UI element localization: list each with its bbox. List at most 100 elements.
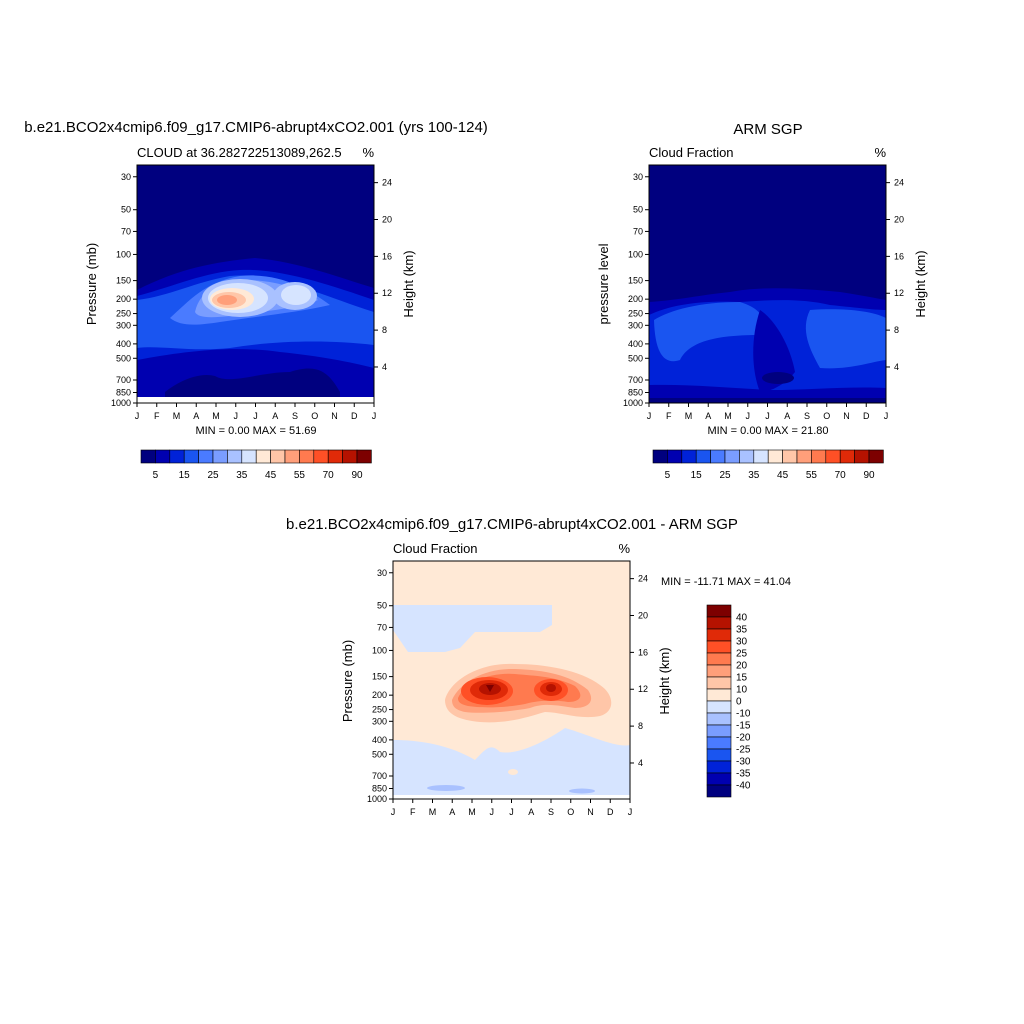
x-tick-label: F [410, 807, 416, 817]
colorbar-box [839, 449, 855, 464]
x-tick-label: S [804, 411, 810, 421]
y-tick-label: 150 [372, 672, 387, 682]
colorbar-box [706, 676, 732, 690]
x-tick-label: J [647, 411, 652, 421]
panel-model-field [137, 165, 374, 403]
panel-diff-y-axis-right: 24 20 16 12 8 4 [630, 574, 648, 768]
colorbar-label: -20 [736, 733, 751, 744]
colorbar-box [706, 604, 732, 618]
x-tick-label: J [372, 411, 377, 421]
y-tick-label: 150 [116, 276, 131, 286]
y-tick-label: 30 [633, 172, 643, 182]
y-right-tick-label: 16 [894, 251, 904, 261]
colorbar-box [342, 449, 358, 464]
colorbar-box [782, 449, 798, 464]
x-tick-label: M [724, 411, 732, 421]
x-tick-label: N [843, 411, 850, 421]
y-tick-label: 300 [372, 716, 387, 726]
x-tick-label: A [272, 411, 278, 421]
x-tick-label: A [449, 807, 455, 817]
panel-model-y-axis-right: 24 20 16 12 8 4 [374, 178, 392, 372]
panel-diff-left-string: Cloud Fraction [393, 541, 478, 556]
colorbar-box [695, 449, 711, 464]
panel-diff-right-string: % [618, 541, 630, 556]
x-tick-label: N [331, 411, 338, 421]
x-tick-label: A [705, 411, 711, 421]
y-tick-label: 1000 [623, 398, 643, 408]
y-tick-label: 100 [116, 249, 131, 259]
colorbar-box [706, 640, 732, 654]
y-tick-label: 250 [372, 705, 387, 715]
y-right-tick-label: 20 [382, 215, 392, 225]
y-tick-label: 500 [372, 749, 387, 759]
y-tick-label: 500 [628, 353, 643, 363]
y-tick-label: 150 [628, 276, 643, 286]
colorbar-box [706, 760, 732, 774]
panel-obs-ylabel-right: Height (km) [913, 250, 928, 317]
x-tick-label: S [292, 411, 298, 421]
x-tick-label: F [154, 411, 160, 421]
colorbar-box [706, 628, 732, 642]
colorbar-box [796, 449, 812, 464]
y-right-tick-label: 4 [894, 362, 899, 372]
colorbar-label: 35 [748, 470, 760, 481]
colorbar-box [356, 449, 372, 464]
colorbar-box [706, 772, 732, 786]
colorbar-box [198, 449, 214, 464]
y-right-tick-label: 24 [382, 178, 392, 188]
colorbar-box [681, 449, 697, 464]
colorbar-label: 70 [323, 470, 335, 481]
colorbar-box [868, 449, 884, 464]
x-tick-label: J [391, 807, 396, 817]
panel-obs-y-axis-right: 24 20 16 12 8 4 [886, 178, 904, 372]
colorbar-box [255, 449, 271, 464]
x-tick-label: M [429, 807, 437, 817]
y-tick-label: 250 [116, 309, 131, 319]
y-tick-label: 30 [121, 172, 131, 182]
colorbar-label: -15 [736, 721, 751, 732]
colorbar-label: 45 [265, 470, 277, 481]
y-tick-label: 200 [628, 294, 643, 304]
colorbar-box [706, 688, 732, 702]
y-tick-label: 50 [377, 601, 387, 611]
colorbar-box [724, 449, 740, 464]
panel-model-minmax: MIN = 0.00 MAX = 51.69 [195, 425, 316, 437]
y-tick-label: 700 [372, 771, 387, 781]
colorbar-box [767, 449, 783, 464]
x-tick-label: D [863, 411, 870, 421]
y-right-tick-label: 8 [638, 721, 643, 731]
x-tick-label: J [884, 411, 889, 421]
x-tick-label: J [234, 411, 239, 421]
panel-diff-title: b.e21.BCO2x4cmip6.f09_g17.CMIP6-abrupt4x… [286, 516, 738, 533]
colorbar-label: 15 [179, 470, 191, 481]
panel-obs-left-string: Cloud Fraction [649, 145, 734, 160]
colorbar-box [327, 449, 343, 464]
y-tick-label: 1000 [111, 398, 131, 408]
y-tick-label: 400 [372, 735, 387, 745]
colorbar-label: 55 [806, 470, 818, 481]
y-tick-label: 700 [116, 375, 131, 385]
panel-model-title: b.e21.BCO2x4cmip6.f09_g17.CMIP6-abrupt4x… [24, 119, 488, 136]
colorbar-label: 0 [736, 697, 742, 708]
colorbar-box [299, 449, 315, 464]
x-tick-label: D [607, 807, 614, 817]
panel-diff-minmax: MIN = -11.71 MAX = 41.04 [661, 576, 791, 588]
panel-diff-field [393, 561, 630, 799]
colorbar-label: 35 [236, 470, 248, 481]
y-tick-label: 200 [372, 690, 387, 700]
y-right-tick-label: 24 [894, 178, 904, 188]
colorbar-box [706, 700, 732, 714]
y-right-tick-label: 24 [638, 574, 648, 584]
y-tick-label: 850 [372, 784, 387, 794]
colorbar-label: -25 [736, 745, 751, 756]
y-tick-label: 70 [377, 622, 387, 632]
y-tick-label: 300 [116, 320, 131, 330]
colorbar-box [825, 449, 841, 464]
y-tick-label: 500 [116, 353, 131, 363]
colorbar-box [652, 449, 668, 464]
